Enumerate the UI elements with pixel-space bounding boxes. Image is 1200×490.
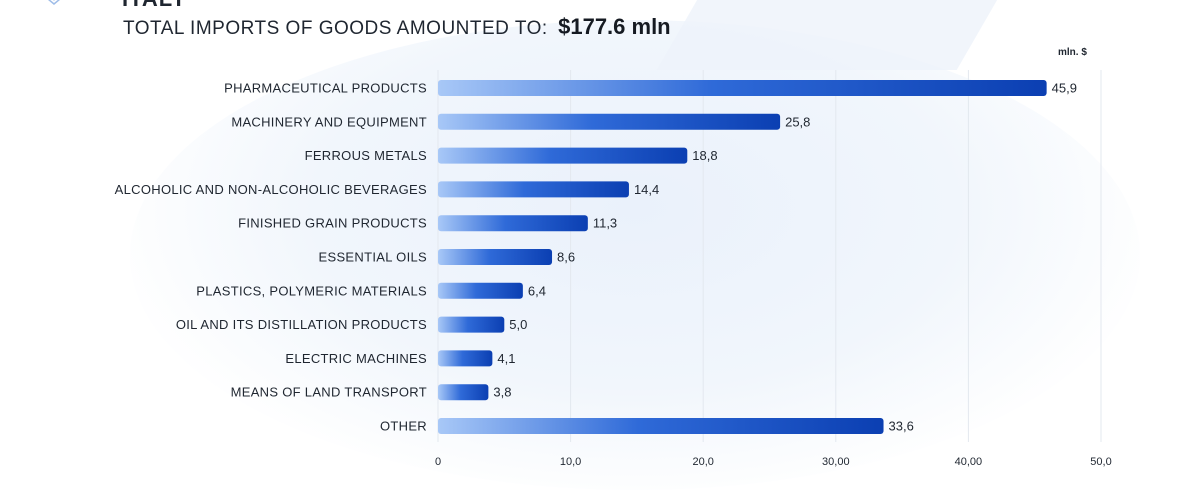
category-label: PHARMACEUTICAL PRODUCTS bbox=[224, 81, 427, 96]
category-label: FERROUS METALS bbox=[305, 148, 427, 163]
category-label: ELECTRIC MACHINES bbox=[285, 351, 427, 366]
bar bbox=[438, 282, 523, 299]
category-label: MACHINERY AND EQUIPMENT bbox=[231, 114, 427, 129]
bar bbox=[438, 113, 781, 130]
x-tick-label: 10,0 bbox=[560, 456, 581, 468]
total-imports-label: TOTAL IMPORTS OF GOODS AMOUNTED TO: bbox=[123, 18, 548, 39]
x-tick-label: 30,00 bbox=[822, 456, 850, 468]
value-label: 45,9 bbox=[1052, 81, 1077, 96]
value-label: 5,0 bbox=[509, 317, 527, 332]
category-label: PLASTICS, POLYMERIC MATERIALS bbox=[196, 283, 427, 298]
background-glow bbox=[130, 20, 1140, 490]
x-tick-label: 50,0 bbox=[1090, 456, 1111, 468]
bar-chart: 0 10,0 20,0 30,00 40,00 50,0 PHARMACEUTICAL PR… bbox=[115, 70, 1112, 468]
bar bbox=[438, 418, 884, 434]
category-label: OTHER bbox=[380, 419, 427, 434]
category-label: FINISHED GRAIN PRODUCTS bbox=[238, 216, 427, 231]
category-label: ALCOHOLIC AND NON-ALCOHOLIC BEVERAGES bbox=[115, 182, 427, 197]
value-label: 8,6 bbox=[557, 250, 575, 265]
bar bbox=[438, 249, 553, 265]
value-label: 6,4 bbox=[528, 283, 546, 298]
category-label: OIL AND ITS DISTILLATION PRODUCTS bbox=[176, 317, 427, 332]
bar bbox=[438, 181, 629, 198]
bar bbox=[438, 350, 493, 367]
page-header: TOTAL IMPORTS OF GOODS AMOUNTED TO: $177… bbox=[123, 14, 671, 40]
x-tick-label: 20,0 bbox=[692, 456, 713, 468]
bar bbox=[438, 80, 1047, 96]
bar bbox=[438, 147, 688, 164]
value-label: 18,8 bbox=[692, 148, 717, 163]
bar bbox=[438, 384, 489, 401]
category-label: ESSENTIAL OILS bbox=[319, 250, 428, 265]
value-label: 33,6 bbox=[889, 419, 914, 434]
x-tick-label: 40,00 bbox=[955, 456, 983, 468]
value-label: 14,4 bbox=[634, 182, 659, 197]
logo-icon bbox=[48, 0, 60, 5]
total-imports-value: $177.6 mln bbox=[558, 14, 671, 39]
unit-label: mln. $ bbox=[1058, 47, 1087, 58]
bar bbox=[438, 215, 588, 232]
country-title: ITALY bbox=[122, 0, 187, 12]
value-label: 3,8 bbox=[493, 385, 511, 400]
value-label: 4,1 bbox=[497, 351, 515, 366]
value-label: 25,8 bbox=[785, 114, 810, 129]
value-label: 11,3 bbox=[593, 216, 617, 231]
x-tick-label: 0 bbox=[435, 456, 441, 468]
category-label: MEANS OF LAND TRANSPORT bbox=[231, 385, 427, 400]
bar bbox=[438, 316, 505, 333]
